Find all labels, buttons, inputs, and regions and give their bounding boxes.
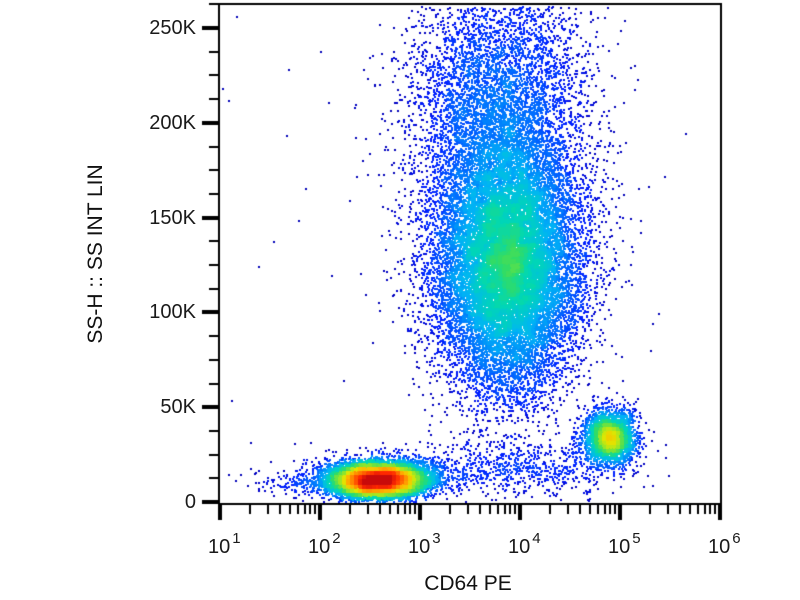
x-tick-label-10e2: 10 2: [308, 530, 341, 562]
x-tick-base: 10: [208, 536, 231, 558]
y-tick-label-100K: 100K: [149, 301, 196, 324]
x-tick-label-10e3: 10 3: [408, 530, 441, 562]
x-tick-base: 10: [408, 536, 431, 558]
x-tick-base: 10: [708, 536, 731, 558]
x-tick-label-10e6: 10 6: [708, 530, 741, 562]
x-tick-exponent: 2: [332, 530, 341, 547]
x-axis-title: CD64 PE: [424, 572, 512, 595]
x-tick-label-10e4: 10 4: [508, 530, 541, 562]
x-tick-base: 10: [308, 536, 331, 558]
x-tick-label-10e1: 10 1: [208, 530, 241, 562]
y-tick-label-0: 0: [184, 491, 196, 513]
y-tick-label-50K: 50K: [160, 396, 196, 419]
x-tick-exponent: 6: [732, 530, 741, 547]
y-tick-label-150K: 150K: [149, 206, 196, 229]
y-tick-label-200K: 200K: [149, 111, 196, 134]
x-tick-label-10e5: 10 5: [608, 530, 641, 562]
x-tick-exponent: 1: [232, 530, 241, 547]
x-tick-exponent: 4: [532, 530, 541, 547]
x-tick-exponent: 5: [632, 530, 641, 547]
x-tick-exponent: 3: [432, 530, 441, 547]
y-axis-title-text: SS-H :: SS INT LIN: [84, 164, 107, 344]
x-tick-base: 10: [608, 536, 631, 558]
x-tick-base: 10: [508, 536, 531, 558]
y-tick-label-250K: 250K: [149, 17, 196, 39]
